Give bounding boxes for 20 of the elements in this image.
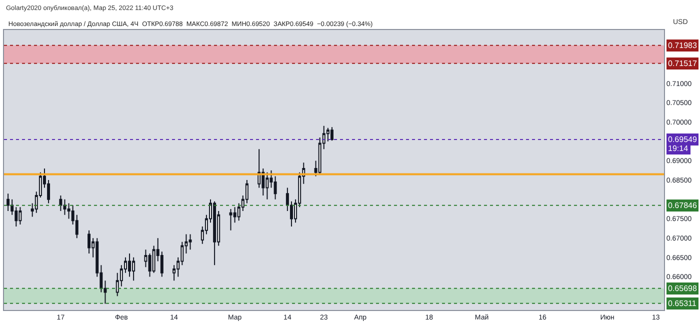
candlestick (6, 193, 10, 212)
ref-line-label: 0.65698 (668, 284, 698, 293)
candlestick (63, 198, 66, 216)
candlestick (330, 126, 334, 142)
candlestick (266, 172, 269, 200)
ref-line-label: 0.71517 (668, 59, 698, 68)
candlestick (128, 253, 132, 278)
text: 19:14 (668, 144, 689, 153)
candlestick (88, 230, 91, 254)
candlestick (213, 200, 216, 266)
candlestick (132, 256, 136, 282)
ref-line-label: 0.71983 (668, 41, 698, 50)
ref-line-label: 0.67846 (668, 201, 698, 210)
candlestick (18, 206, 22, 226)
ref-line-label: 0.65311 (668, 299, 697, 308)
candlestick (59, 195, 62, 212)
candlestick (229, 208, 232, 231)
ref-line-label: 0.69549 (668, 135, 698, 144)
candlestick (188, 234, 192, 250)
candlestick (104, 280, 107, 304)
